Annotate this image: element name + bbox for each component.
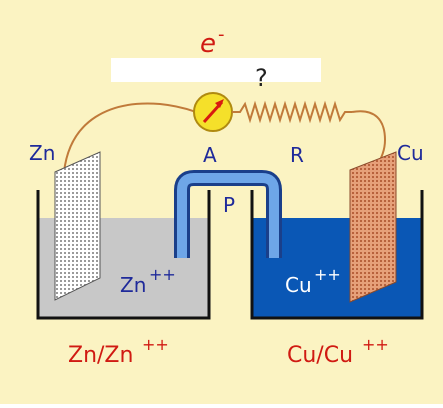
salt-bridge-label: P bbox=[223, 193, 235, 217]
copper-half-cell-charge: ++ bbox=[362, 335, 389, 354]
copper-ion-label: Cu bbox=[285, 273, 312, 297]
electron-label: e bbox=[200, 29, 216, 59]
copper-beaker bbox=[250, 190, 424, 320]
copper-ion-charge: ++ bbox=[314, 265, 341, 284]
resistor bbox=[232, 100, 352, 124]
zinc-half-cell-label: Zn/Zn bbox=[68, 343, 133, 368]
ammeter-label: A bbox=[203, 143, 217, 167]
zinc-half-cell-charge: ++ bbox=[142, 335, 169, 354]
resistor-label: R bbox=[290, 143, 304, 167]
zinc-electrode-label: Zn bbox=[29, 141, 55, 165]
blank-label-strip bbox=[111, 58, 321, 82]
zinc-ion-charge: ++ bbox=[149, 265, 176, 284]
copper-electrode-label: Cu bbox=[397, 141, 424, 165]
question-mark: ? bbox=[255, 64, 268, 92]
salt-bridge-inner bbox=[177, 173, 279, 258]
wire-left bbox=[63, 102, 197, 173]
copper-half-cell-label: Cu/Cu bbox=[287, 343, 353, 368]
zinc-plate bbox=[54, 151, 101, 301]
zinc-beaker bbox=[36, 190, 211, 320]
ammeter-needle-tip bbox=[215, 99, 224, 108]
electron-charge: - bbox=[218, 24, 225, 45]
zinc-ion-label: Zn bbox=[120, 273, 146, 297]
copper-plate bbox=[349, 151, 397, 303]
